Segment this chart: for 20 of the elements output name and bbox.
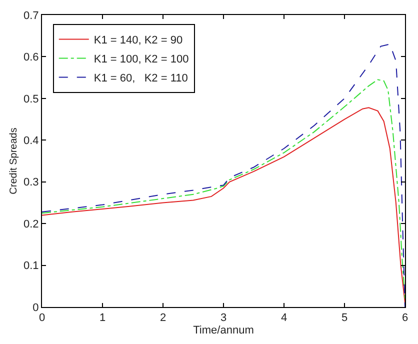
x-tick-label: 4	[280, 312, 288, 324]
x-tick-label: 3	[220, 312, 227, 324]
legend-label: K1 = 100, K2 = 100	[94, 54, 189, 66]
y-axis-title: Credit Spreads	[8, 128, 20, 194]
y-tick-label: 0.3	[24, 176, 39, 189]
y-tick-label: 0.5	[24, 93, 39, 106]
x-axis-title: Time/annum	[193, 324, 254, 336]
y-tick-label: 0.4	[24, 134, 39, 147]
legend-label: K1 = 140, K2 = 90	[94, 34, 183, 47]
y-tick-label: 0.2	[24, 218, 39, 230]
y-tick-label: 0.1	[24, 260, 39, 272]
x-tick-label: 5	[341, 312, 348, 324]
y-tick-label: 0.7	[24, 10, 39, 22]
x-tick-label: 6	[402, 312, 408, 324]
line-series	[42, 44, 405, 307]
x-tick-label: 2	[160, 312, 166, 324]
y-tick-label: 0.6	[24, 52, 39, 64]
y-tick-label: 0	[32, 302, 39, 314]
legend-label: K1 = 60, K2 = 110	[94, 72, 188, 85]
x-tick-label: 1	[99, 312, 106, 324]
